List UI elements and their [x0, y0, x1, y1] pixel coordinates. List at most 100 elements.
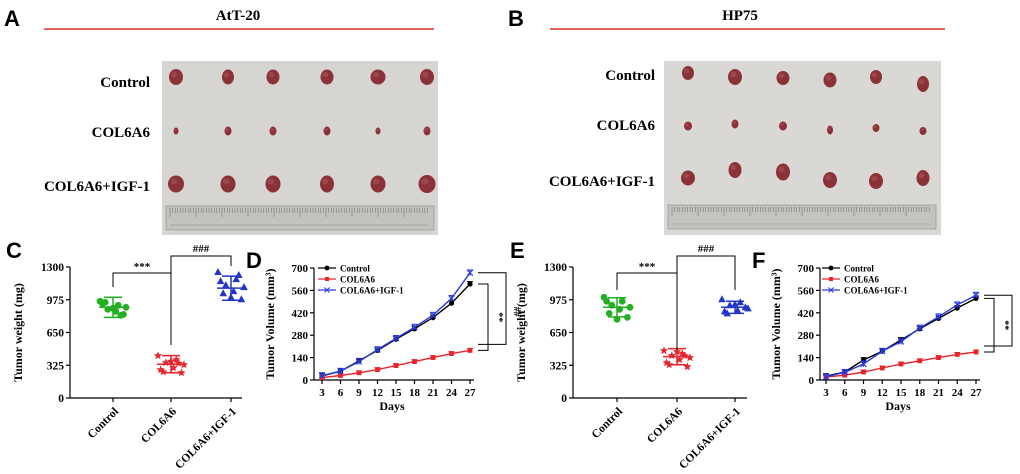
row-label-col6a6-b: COL6A6 — [597, 118, 656, 134]
chart-e: 0 325 650 975 1300 Tumor weight (mg) Control CO… — [514, 243, 752, 472]
y-tick-label: 975 — [47, 295, 65, 307]
y-tick-label: 140 — [798, 353, 815, 365]
significance-bracket — [112, 272, 172, 345]
x-tick-label: 9 — [861, 387, 867, 399]
tumor-sample — [420, 69, 434, 85]
tumor-highlight — [372, 72, 380, 78]
tumor-sample — [375, 127, 381, 135]
y-tick-label: 1300 — [544, 262, 567, 274]
legend-label: COL6A6 — [844, 275, 880, 285]
legend-marker — [829, 277, 833, 281]
chart-f: 0 140 280 420 560 700 3 6 9 12 15 18 21 24 27 Days Tumor… — [769, 263, 1020, 413]
data-point-star — [678, 349, 687, 358]
series-marker — [860, 360, 867, 368]
data-point-star — [159, 367, 168, 376]
panel-label-f: F — [752, 248, 765, 273]
tumor-sample — [728, 69, 742, 85]
data-point-circle — [624, 313, 631, 321]
data-point-star — [169, 363, 178, 372]
tumor-sample — [266, 69, 280, 85]
tumor-sample — [684, 121, 692, 131]
legend-label: COL6A6 — [340, 275, 376, 285]
tumor-highlight — [421, 178, 429, 185]
panel-label-d: D — [246, 248, 262, 273]
x-tick-label: COL6A6+IGF-1 — [173, 405, 239, 471]
series-marker — [466, 269, 474, 277]
y-tick-label: 560 — [292, 285, 309, 297]
series-marker — [429, 311, 437, 319]
data-point-star — [174, 358, 183, 367]
tumor-sample — [169, 69, 183, 85]
data-point-circle — [603, 297, 610, 305]
data-point-triangle — [219, 289, 227, 297]
tumor-sample — [418, 175, 436, 193]
data-point-circle — [99, 300, 106, 308]
x-tick-label: 15 — [391, 387, 403, 399]
tumor-highlight — [171, 71, 178, 78]
tumor-highlight — [825, 174, 832, 181]
data-point-triangle — [718, 295, 726, 303]
tumor-sample — [823, 72, 837, 88]
tumor-sample — [370, 175, 386, 193]
x-tick-label: 18 — [914, 387, 926, 399]
x-tick-label: 24 — [952, 387, 964, 399]
tumor-sample — [224, 126, 232, 136]
tumor-sample — [728, 162, 742, 178]
y-axis-title: Tumor Volume (mm³) — [263, 269, 277, 380]
significance-bracket-inner — [478, 283, 489, 351]
tumor-highlight — [873, 125, 877, 129]
tumor-sample — [220, 175, 236, 193]
tumor-sample — [827, 125, 833, 135]
data-point-circle — [618, 297, 626, 305]
tumor-sample — [168, 175, 184, 193]
data-point-star — [153, 351, 163, 360]
significance-star-label: ** — [493, 312, 504, 322]
tumor-photo-b — [664, 61, 941, 235]
series-marker — [898, 361, 904, 367]
tumor-highlight — [685, 123, 689, 127]
ruler-b — [671, 207, 930, 225]
y-tick-label: 1300 — [41, 262, 64, 274]
y-tick-label: 420 — [292, 308, 309, 320]
tumor-highlight — [372, 178, 380, 185]
y-tick-label: 0 — [303, 375, 309, 387]
row-label-col6a6-a: COL6A6 — [92, 125, 151, 141]
x-tick-label: 21 — [428, 387, 439, 399]
series-marker — [879, 365, 885, 371]
chart-d: 0 140 280 420 560 700 3 6 9 12 15 18 21 24 27 Days Tumor… — [263, 263, 522, 413]
tumor-sample — [870, 70, 882, 84]
data-point-star — [177, 368, 186, 377]
tumor-highlight — [222, 178, 230, 185]
tumor-samples-b — [681, 66, 930, 189]
tumor-highlight — [871, 175, 878, 182]
panel-label-a: A — [4, 6, 20, 31]
series-marker — [972, 291, 980, 299]
tumor-highlight — [223, 72, 230, 78]
series-marker — [318, 372, 326, 379]
series-marker — [412, 359, 417, 364]
tumor-sample — [320, 69, 334, 85]
y-tick-label: 280 — [798, 330, 815, 342]
legend-marker — [828, 287, 834, 293]
tumor-sample — [731, 119, 739, 129]
series-marker — [355, 358, 363, 365]
tumor-highlight — [268, 72, 275, 78]
significance-hash-label: ## — [511, 307, 522, 317]
series-marker — [392, 335, 400, 342]
tumor-sample — [682, 66, 694, 80]
series-marker — [411, 323, 418, 331]
series-marker — [448, 300, 455, 306]
significance-bracket-outer — [478, 272, 507, 345]
significance-bracket — [676, 255, 736, 350]
series-marker — [954, 301, 961, 309]
series-marker — [841, 369, 848, 376]
tumor-sample — [681, 170, 695, 186]
series-marker — [430, 355, 436, 360]
data-point-triangle — [232, 275, 240, 283]
tumor-highlight — [920, 128, 924, 132]
data-point-star — [680, 351, 689, 360]
tumor-highlight — [918, 78, 925, 85]
tumor-sample — [919, 127, 927, 135]
panel-label-b: B — [508, 6, 524, 31]
significance-bracket — [170, 255, 232, 345]
